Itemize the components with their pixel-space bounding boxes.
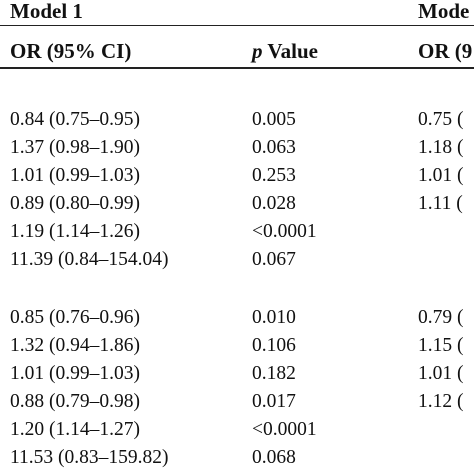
or-cell: 1.37 (0.98–1.90) bbox=[10, 137, 140, 158]
p-value-cell: 0.182 bbox=[252, 363, 296, 384]
or-cell-model-2: 1.12 ( bbox=[418, 391, 464, 412]
p-value-cell: 0.028 bbox=[252, 193, 296, 214]
p-value-cell: 0.010 bbox=[252, 307, 296, 328]
or-cell-model-2: 1.01 ( bbox=[418, 165, 464, 186]
p-value-label: Value bbox=[262, 39, 318, 63]
or-cell: 11.39 (0.84–154.04) bbox=[10, 249, 169, 270]
p-value-cell: 0.068 bbox=[252, 447, 296, 468]
or-cell: 1.01 (0.99–1.03) bbox=[10, 165, 140, 186]
or-cell-model-2: 1.01 ( bbox=[418, 363, 464, 384]
or-cell: 1.32 (0.94–1.86) bbox=[10, 335, 140, 356]
model-1-header: Model 1 bbox=[10, 0, 83, 23]
p-value-cell: 0.005 bbox=[252, 109, 296, 130]
p-value-cell: 0.063 bbox=[252, 137, 296, 158]
p-value-cell: <0.0001 bbox=[252, 419, 317, 440]
column-header-rule bbox=[0, 67, 474, 69]
or-cell-model-2: 1.15 ( bbox=[418, 335, 464, 356]
or-cell-model-2: 0.75 ( bbox=[418, 109, 464, 130]
or-cell: 1.19 (1.14–1.26) bbox=[10, 221, 140, 242]
or-cell-model-2: 1.18 ( bbox=[418, 137, 464, 158]
model-2-header: Mode bbox=[418, 0, 470, 23]
or-cell: 0.88 (0.79–0.98) bbox=[10, 391, 140, 412]
or-cell: 11.53 (0.83–159.82) bbox=[10, 447, 169, 468]
p-value-cell: 0.106 bbox=[252, 335, 296, 356]
or-ci-column-header-model-2: OR (9 bbox=[418, 39, 473, 63]
group-header-rule bbox=[0, 25, 474, 26]
or-cell-model-2: 0.79 ( bbox=[418, 307, 464, 328]
p-value-cell: 0.253 bbox=[252, 165, 296, 186]
or-cell: 1.01 (0.99–1.03) bbox=[10, 363, 140, 384]
or-cell: 0.85 (0.76–0.96) bbox=[10, 307, 140, 328]
or-cell: 0.84 (0.75–0.95) bbox=[10, 109, 140, 130]
or-ci-column-header: OR (95% CI) bbox=[10, 39, 132, 63]
or-cell: 1.20 (1.14–1.27) bbox=[10, 419, 140, 440]
p-value-cell: <0.0001 bbox=[252, 221, 317, 242]
p-symbol: p bbox=[252, 39, 263, 63]
p-value-cell: 0.067 bbox=[252, 249, 296, 270]
p-value-cell: 0.017 bbox=[252, 391, 296, 412]
or-cell-model-2: 1.11 ( bbox=[418, 193, 463, 214]
or-cell: 0.89 (0.80–0.99) bbox=[10, 193, 140, 214]
p-value-column-header: p Value bbox=[252, 41, 318, 62]
